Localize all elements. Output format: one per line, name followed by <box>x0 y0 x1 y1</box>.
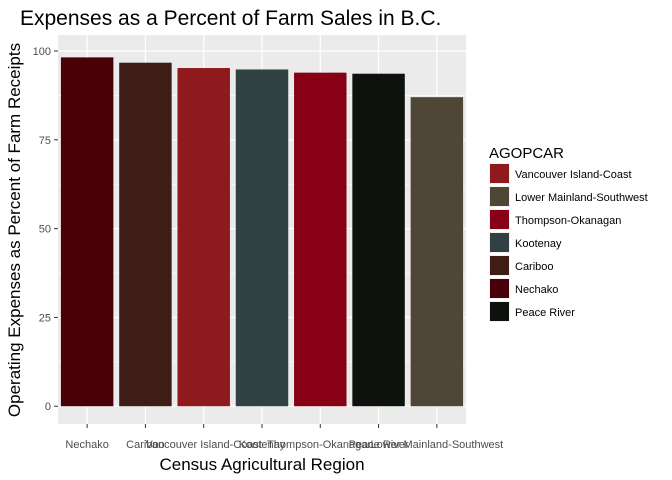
x-tick-label: Nechako <box>65 439 108 451</box>
legend-label: Nechako <box>515 284 558 296</box>
legend-swatch <box>490 279 509 298</box>
x-tick-label: Lower Mainland-Southwest <box>371 439 504 451</box>
legend-label: Peace River <box>515 307 575 319</box>
legend-swatch <box>490 256 509 275</box>
y-axis-title: Operating Expenses as Percent of Farm Re… <box>5 43 24 417</box>
legend-swatch <box>490 210 509 229</box>
bar-thompson-okanagan <box>294 72 347 407</box>
bar-nechako <box>60 57 114 407</box>
bar-vancouver-island-coast <box>177 68 230 407</box>
bar-kootenay <box>235 69 289 407</box>
legend-label: Vancouver Island-Coast <box>515 169 632 181</box>
legend-swatch <box>490 233 509 252</box>
bar-peace-river <box>352 73 405 407</box>
legend-swatch <box>490 302 509 321</box>
x-tick-label: Cariboo <box>126 439 165 451</box>
y-tick-label: 100 <box>33 46 51 58</box>
x-tick-label: Peace River <box>349 439 409 451</box>
chart-title: Expenses as a Percent of Farm Sales in B… <box>20 7 441 30</box>
legend: AGOPCAR Vancouver Island-Coast Lower Main… <box>489 145 648 322</box>
legend-title: AGOPCAR <box>489 145 564 162</box>
legend-label: Cariboo <box>515 261 554 273</box>
x-tick-label: Thompson-Okanagan <box>267 439 373 451</box>
legend-swatch <box>490 187 509 206</box>
legend-label: Kootenay <box>515 238 562 250</box>
bar-cariboo <box>119 62 172 407</box>
x-tick-label: Vancouver Island-Coast <box>145 439 262 451</box>
legend-label: Lower Mainland-Southwest <box>515 192 648 204</box>
y-tick-label: 75 <box>39 135 51 147</box>
legend-swatch <box>490 164 509 183</box>
bars-group <box>60 57 464 407</box>
x-axis-title: Census Agricultural Region <box>159 455 364 474</box>
y-axis-ticks: 0 25 50 75 100 <box>33 46 58 413</box>
y-tick-label: 0 <box>45 401 51 413</box>
x-tick-label: Kootenay <box>239 439 286 451</box>
y-tick-label: 50 <box>39 224 51 236</box>
legend-label: Thompson-Okanagan <box>515 215 621 227</box>
y-tick-label: 25 <box>39 312 51 324</box>
bar-lower-mainland-southwest <box>410 97 464 407</box>
